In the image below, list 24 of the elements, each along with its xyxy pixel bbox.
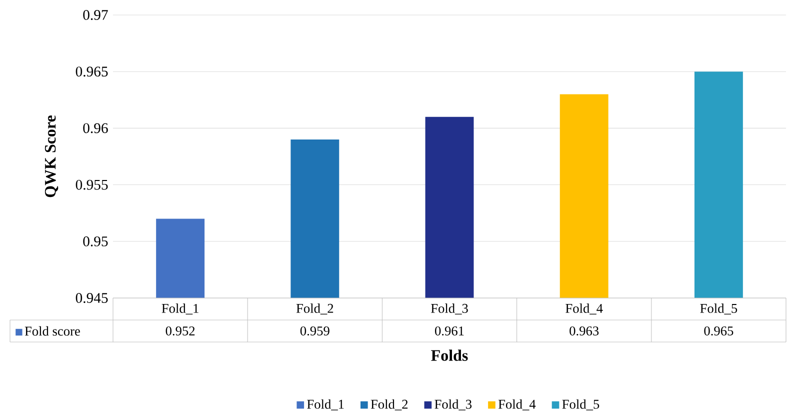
data-label: 0.961 [435, 326, 464, 336]
x-tick-label: Fold_4 [566, 303, 603, 314]
y-axis-title: QWK Score [44, 115, 58, 198]
y-tick-label: 0.965 [76, 66, 108, 77]
y-tick-label: 0.97 [83, 10, 108, 20]
category-label: Fold_5 [562, 399, 600, 410]
category-label: Fold_1 [307, 399, 344, 410]
y-tick-label: 0.945 [76, 293, 108, 303]
data-label: 0.963 [570, 326, 599, 336]
category-label: Fold_3 [434, 399, 472, 410]
x-axis-title: Folds [431, 350, 468, 361]
data-label: 0.952 [166, 326, 195, 336]
category-label: Fold_4 [498, 399, 536, 410]
x-tick-label: Fold_3 [430, 303, 468, 314]
data-label: 0.965 [704, 326, 734, 336]
data-label: 0.959 [300, 326, 330, 336]
y-tick-label: 0.95 [83, 236, 108, 246]
y-tick-label: 0.96 [83, 123, 108, 134]
x-tick-label: Fold_2 [296, 303, 334, 314]
x-tick-label: Fold_5 [700, 303, 738, 314]
y-tick-label: 0.955 [76, 180, 108, 190]
x-tick-label: Fold_1 [162, 303, 198, 314]
legend-label: Fold score [24, 326, 80, 336]
category-label: Fold_2 [370, 399, 408, 410]
